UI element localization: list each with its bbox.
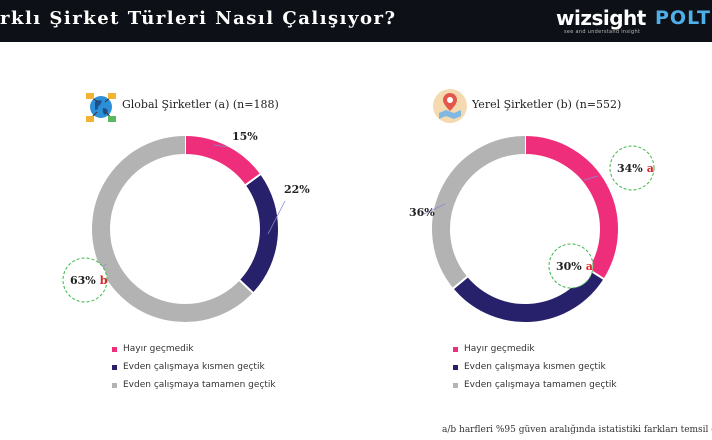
data-label-kismen: 30% a bbox=[556, 260, 593, 273]
legend-swatch-tamamen bbox=[453, 382, 458, 388]
leader-line bbox=[267, 200, 286, 235]
leader-line bbox=[583, 175, 599, 181]
wizsight-logo-tagline: see and understand insight bbox=[564, 29, 641, 35]
significance-circle bbox=[609, 145, 655, 191]
legend-item-tamamen: Evden çalışmaya tamamen geçtik bbox=[112, 376, 276, 394]
legend-swatch-hayir bbox=[112, 346, 117, 352]
footnote: a/b harfleri %95 güven aralığında istati… bbox=[442, 425, 712, 435]
donut-segment-tamamen bbox=[432, 136, 526, 289]
legend-swatch-hayir bbox=[453, 346, 458, 352]
significance-letter: a bbox=[586, 260, 593, 273]
data-label-kismen: 22% bbox=[284, 183, 310, 196]
segment-divider bbox=[238, 278, 255, 295]
legend-swatch-kismen bbox=[453, 364, 458, 370]
data-label-hayir: 34% a bbox=[617, 162, 654, 175]
significance-circle bbox=[62, 257, 108, 303]
legend-item-kismen: Evden çalışmaya kısmen geçtik bbox=[453, 358, 617, 376]
polt-logo: POLT bbox=[655, 7, 711, 29]
donut-segment-kismen bbox=[453, 268, 604, 322]
page-title: rklı Şirket Türleri Nasıl Çalışıyor? bbox=[0, 8, 397, 29]
segment-divider bbox=[244, 172, 262, 187]
legend-label: Evden çalışmaya kısmen geçtik bbox=[464, 362, 606, 372]
chart-title-yerel: Yerel Şirketler (b) (n=552) bbox=[472, 98, 622, 111]
chart-title-global: Global Şirketler (a) (n=188) bbox=[122, 98, 279, 111]
segment-divider bbox=[451, 275, 469, 290]
legend-global: Hayır geçmedik Evden çalışmaya kısmen ge… bbox=[112, 340, 276, 394]
leader-line bbox=[213, 144, 229, 148]
legend-item-kismen: Evden çalışmaya kısmen geçtik bbox=[112, 358, 276, 376]
legend-label: Hayır geçmedik bbox=[464, 344, 535, 354]
donut-segment-hayir bbox=[184, 136, 261, 186]
legend-swatch-kismen bbox=[112, 364, 117, 370]
data-label-hayir: 15% bbox=[232, 130, 258, 143]
wizsight-logo: wizsight bbox=[556, 6, 646, 30]
globe-network-icon bbox=[86, 93, 116, 122]
legend-swatch-tamamen bbox=[112, 382, 117, 388]
legend-item-hayir: Hayır geçmedik bbox=[453, 340, 617, 358]
map-pin-icon bbox=[433, 89, 467, 123]
significance-letter: a bbox=[647, 162, 654, 175]
leader-line bbox=[423, 203, 446, 215]
legend-label: Evden çalışmaya tamamen geçtik bbox=[123, 380, 276, 390]
legend-label: Hayır geçmedik bbox=[123, 344, 194, 354]
legend-label: Evden çalışmaya tamamen geçtik bbox=[464, 380, 617, 390]
donut-segment-hayir bbox=[524, 136, 618, 279]
legend-label: Evden çalışmaya kısmen geçtik bbox=[123, 362, 265, 372]
significance-circle bbox=[548, 243, 594, 289]
significance-letter: b bbox=[100, 274, 108, 287]
legend-item-tamamen: Evden çalışmaya tamamen geçtik bbox=[453, 376, 617, 394]
donut-segment-tamamen bbox=[92, 136, 253, 322]
legend-yerel: Hayır geçmedik Evden çalışmaya kısmen ge… bbox=[453, 340, 617, 394]
header-bar: rklı Şirket Türleri Nasıl Çalışıyor? wiz… bbox=[0, 0, 712, 42]
data-label-tamamen: 36% bbox=[409, 206, 435, 219]
legend-item-hayir: Hayır geçmedik bbox=[112, 340, 276, 358]
donut-segment-kismen bbox=[239, 174, 278, 293]
